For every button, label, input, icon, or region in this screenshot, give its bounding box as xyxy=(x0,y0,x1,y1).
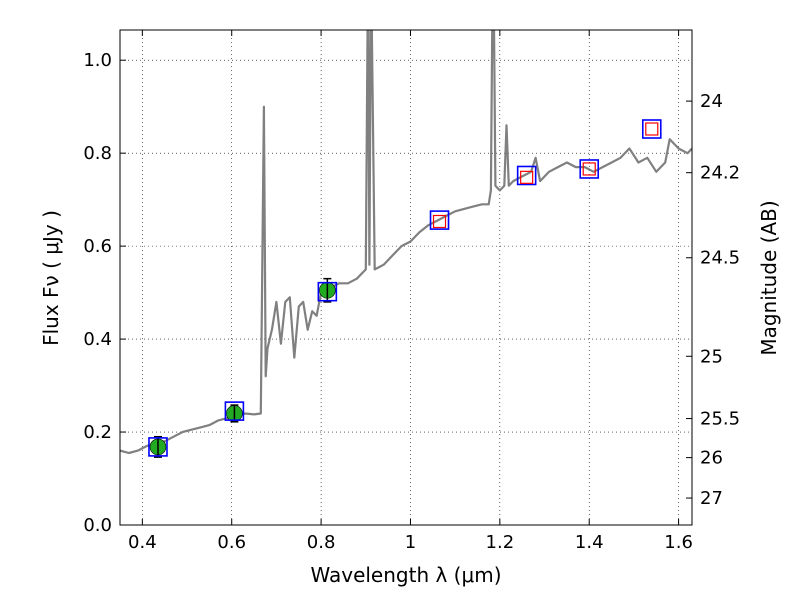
y2-tick-label: 25.5 xyxy=(700,409,740,430)
spectrum-line xyxy=(120,30,692,455)
y-tick-label: 0.4 xyxy=(83,329,112,350)
model-square-inner xyxy=(432,214,447,229)
model-square-outer xyxy=(317,281,338,302)
y-tick-label: 0.8 xyxy=(83,143,112,164)
y2-tick-label: 27 xyxy=(700,488,723,509)
grid-lines xyxy=(120,30,692,526)
model-square-outer xyxy=(641,119,662,139)
y-tick-label: 1.0 xyxy=(83,50,112,71)
plot-area xyxy=(120,30,692,458)
y-tick-label: 0.2 xyxy=(83,422,112,443)
plot-frame xyxy=(119,29,693,526)
y2-axis-ticks: 24 24.2 24.5 25 25.5 26 27 xyxy=(686,91,740,509)
model-square-inner xyxy=(582,162,596,176)
y-tick-label: 0.0 xyxy=(83,515,112,536)
x-tick-label: 1.2 xyxy=(486,532,515,553)
x-tick-label: 1 xyxy=(405,532,416,553)
x-tick-label: 0.8 xyxy=(307,532,336,553)
y2-tick-label: 24 xyxy=(700,91,723,112)
x-axis-label: Wavelength λ (μm) xyxy=(310,563,501,587)
model-square-outer xyxy=(579,159,600,179)
y2-axis-label: Magnitude (AB) xyxy=(757,200,781,355)
y2-tick-label: 26 xyxy=(700,448,723,469)
x-axis-ticks: 0.4 0.6 0.8 1 1.2 1.4 1.6 xyxy=(128,30,693,553)
model-square-inner xyxy=(520,170,534,184)
y2-tick-label: 25 xyxy=(700,346,723,367)
y-tick-label: 0.6 xyxy=(83,236,112,257)
model-square-inner xyxy=(645,122,659,136)
x-tick-label: 0.6 xyxy=(217,532,246,553)
y-axis-ticks: 0.0 0.2 0.4 0.6 0.8 1.0 xyxy=(83,50,126,536)
x-tick-label: 1.4 xyxy=(575,532,604,553)
y2-tick-label: 24.5 xyxy=(700,248,740,269)
y2-tick-label: 24.2 xyxy=(700,163,740,184)
model-square-outer xyxy=(516,165,537,186)
x-tick-label: 1.6 xyxy=(664,532,693,553)
model-square-outer xyxy=(224,401,245,421)
model-square-outer xyxy=(148,437,168,457)
x-tick-label: 0.4 xyxy=(128,532,157,553)
model-square-outer xyxy=(429,210,450,230)
y-axis-label: Flux Fν ( μJy ) xyxy=(39,210,63,346)
